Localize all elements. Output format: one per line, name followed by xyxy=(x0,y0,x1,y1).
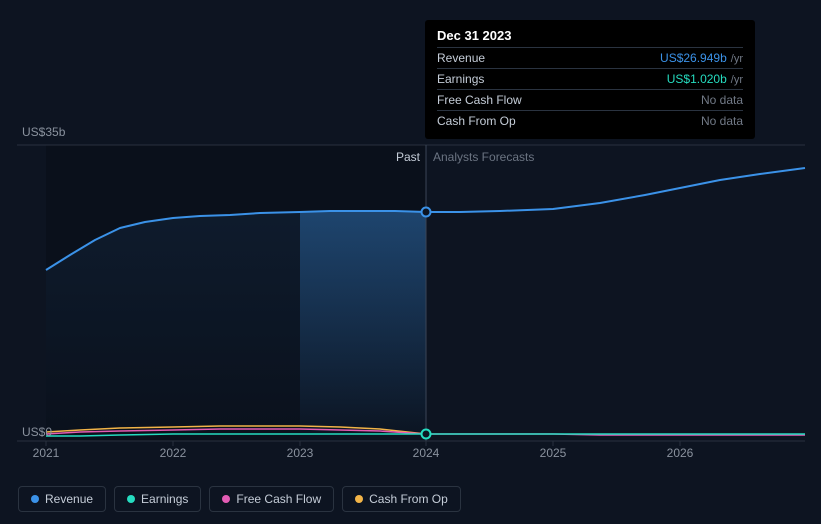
region-label-forecast: Analysts Forecasts xyxy=(433,150,534,164)
legend-label: Free Cash Flow xyxy=(236,492,321,506)
legend-label: Earnings xyxy=(141,492,188,506)
legend-item-revenue[interactable]: Revenue xyxy=(18,486,106,512)
x-axis-labels: 2021 2022 2023 2024 2025 2026 xyxy=(0,446,821,466)
y-axis-label: US$0 xyxy=(22,425,52,439)
tooltip-row: Free Cash Flow No data xyxy=(437,89,743,110)
legend-label: Revenue xyxy=(45,492,93,506)
x-axis-label: 2026 xyxy=(667,446,694,460)
tooltip-row-label: Cash From Op xyxy=(437,114,516,128)
legend-item-cashfromop[interactable]: Cash From Op xyxy=(342,486,461,512)
marker-earnings xyxy=(422,430,431,439)
tooltip-date: Dec 31 2023 xyxy=(437,28,743,47)
tooltip-row: Earnings US$1.020b/yr xyxy=(437,68,743,89)
tooltip-row-nodata: No data xyxy=(701,114,743,128)
tooltip-row-value-wrap: US$26.949b/yr xyxy=(660,51,743,65)
tooltip-row-unit: /yr xyxy=(731,74,743,86)
tooltip-row-value-wrap: US$1.020b/yr xyxy=(667,72,743,86)
tooltip-row-unit: /yr xyxy=(731,53,743,65)
x-axis-label: 2023 xyxy=(287,446,314,460)
x-axis-label: 2021 xyxy=(33,446,60,460)
legend-dot-icon xyxy=(222,495,230,503)
tooltip-row-value: US$1.020b xyxy=(667,72,727,86)
chart-legend: Revenue Earnings Free Cash Flow Cash From O… xyxy=(18,486,461,512)
tooltip-row-value: US$26.949b xyxy=(660,51,727,65)
tooltip-row-label: Earnings xyxy=(437,72,484,86)
tooltip-row-label: Free Cash Flow xyxy=(437,93,522,107)
legend-item-freecashflow[interactable]: Free Cash Flow xyxy=(209,486,334,512)
y-axis-label: US$35b xyxy=(22,125,65,139)
tooltip-row-label: Revenue xyxy=(437,51,485,65)
tooltip-row-nodata: No data xyxy=(701,93,743,107)
legend-dot-icon xyxy=(31,495,39,503)
x-axis-label: 2024 xyxy=(413,446,440,460)
legend-label: Cash From Op xyxy=(369,492,448,506)
region-label-past: Past xyxy=(396,150,420,164)
legend-dot-icon xyxy=(127,495,135,503)
tooltip-row: Cash From Op No data xyxy=(437,110,743,131)
x-axis-label: 2022 xyxy=(160,446,187,460)
marker-revenue xyxy=(422,208,431,217)
legend-item-earnings[interactable]: Earnings xyxy=(114,486,201,512)
tooltip-row: Revenue US$26.949b/yr xyxy=(437,47,743,68)
x-axis-label: 2025 xyxy=(540,446,567,460)
legend-dot-icon xyxy=(355,495,363,503)
financial-chart: Dec 31 2023 RevenueUS$26.949b/yrEarnings… xyxy=(0,0,821,524)
hover-tooltip: Dec 31 2023 RevenueUS$26.949b/yrEarnings… xyxy=(425,20,755,139)
